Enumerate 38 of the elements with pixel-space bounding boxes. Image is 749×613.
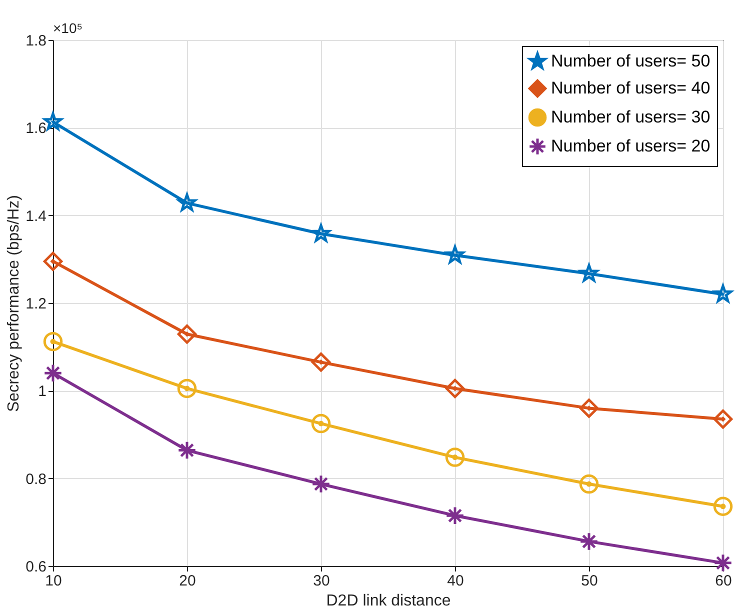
legend-label: Number of users= 40 (551, 78, 710, 98)
y-tick-label: 1.4 (26, 208, 46, 225)
y-tick-label: 1.8 (26, 32, 46, 50)
point (445, 448, 465, 467)
text: ×10⁵ (53, 20, 83, 36)
x-tick-label: 60 (715, 572, 732, 590)
point (579, 474, 599, 494)
y-tick-label: 1 (38, 383, 46, 400)
point (43, 252, 63, 271)
x-tick-label: 10 (45, 572, 62, 590)
x-axis-title: D2D link distance (326, 592, 451, 610)
point (177, 378, 197, 398)
point (43, 364, 63, 383)
y-tick-label: 0.6 (26, 558, 46, 576)
legend-label: Number of users= 50 (551, 52, 710, 70)
legend-label: Number of users= 30 (551, 108, 710, 126)
point (713, 496, 733, 516)
x-tick-label: 50 (581, 572, 598, 590)
point (311, 414, 331, 434)
point (579, 532, 599, 552)
point (177, 440, 197, 460)
x-tick-label: 40 (447, 572, 464, 590)
point (713, 410, 733, 429)
point (311, 474, 331, 494)
y-tick-label: 1.6 (26, 120, 46, 138)
point (579, 398, 599, 418)
y-tick-label: 1.2 (26, 296, 46, 312)
x-tick-label: 20 (179, 572, 196, 590)
point (445, 378, 465, 398)
y-axis-title: Secrecy performance (bps/Hz) (6, 195, 23, 412)
point (177, 324, 197, 344)
point (43, 332, 63, 352)
x-tick-label: 30 (313, 572, 330, 590)
y-tick-label: 0.8 (26, 470, 46, 488)
legend-label: Number of users= 20 (551, 136, 710, 156)
point (445, 506, 465, 526)
point (713, 553, 733, 573)
point (311, 352, 331, 372)
